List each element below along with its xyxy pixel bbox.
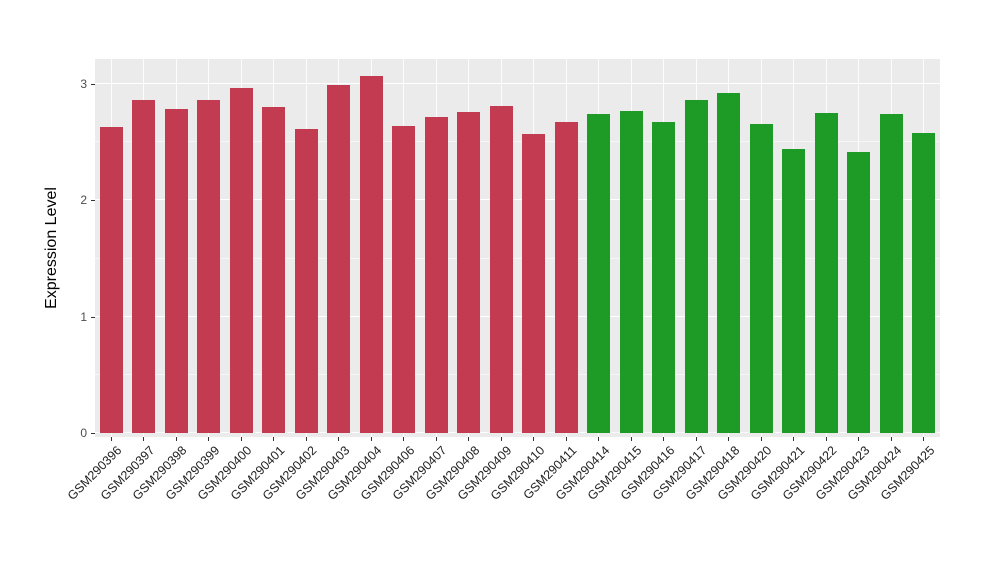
x-tick-mark (305, 437, 307, 441)
x-tick-mark (760, 437, 762, 441)
bar (847, 151, 871, 433)
bar (262, 107, 286, 433)
y-tick-label: 3 (80, 77, 87, 92)
bar (197, 100, 221, 433)
bar (392, 125, 416, 433)
y-tick-mark (91, 433, 95, 434)
x-tick-mark (598, 437, 600, 441)
x-tick-mark (890, 437, 892, 441)
x-tick-mark (208, 437, 210, 441)
gridline-major (95, 199, 940, 201)
bar (684, 100, 708, 433)
y-tick-mark (91, 316, 95, 318)
x-tick-mark (500, 437, 502, 441)
x-tick-mark (403, 437, 405, 441)
bar (294, 129, 318, 433)
x-tick-mark (533, 437, 535, 441)
gridline-major (95, 83, 940, 85)
bar (229, 87, 253, 433)
x-tick-mark (468, 437, 470, 441)
bar (554, 122, 578, 433)
bar (587, 114, 611, 433)
gridline-minor (95, 257, 940, 259)
bar (879, 114, 903, 433)
bar (912, 132, 936, 433)
bar (327, 85, 351, 433)
x-tick-mark (695, 437, 697, 441)
bar (359, 75, 383, 433)
x-tick-mark (793, 437, 795, 441)
y-tick-mark (91, 84, 95, 86)
x-tick-mark (273, 437, 275, 441)
bar (522, 134, 546, 433)
bar (619, 110, 643, 433)
bar (652, 122, 676, 433)
y-tick-label: 1 (80, 309, 87, 324)
x-tick-mark (858, 437, 860, 441)
x-tick-mark (370, 437, 372, 441)
bar (132, 100, 156, 433)
x-tick-mark (240, 437, 242, 441)
x-tick-mark (435, 437, 437, 441)
gridline-minor (95, 141, 940, 143)
bar (814, 113, 838, 433)
x-tick-mark (923, 437, 925, 441)
x-tick-mark (110, 437, 112, 441)
bar (782, 149, 806, 433)
plot-panel (95, 59, 940, 437)
x-tick-mark (825, 437, 827, 441)
bar (424, 116, 448, 433)
y-tick-label: 0 (80, 426, 87, 440)
gridline-minor (95, 373, 940, 375)
x-tick-mark (143, 437, 145, 441)
gridline-major (95, 432, 940, 433)
gridline-major (95, 315, 940, 317)
x-tick-mark (663, 437, 665, 441)
x-tick-mark (630, 437, 632, 441)
bar (164, 108, 188, 433)
bar (457, 112, 481, 433)
bar (749, 123, 773, 433)
x-tick-mark (728, 437, 730, 441)
y-tick-mark (91, 200, 95, 202)
bar (489, 106, 513, 433)
x-tick-mark (338, 437, 340, 441)
bar (99, 127, 123, 433)
bar (717, 93, 741, 433)
x-tick-mark (175, 437, 177, 441)
x-tick-mark (565, 437, 567, 441)
y-tick-label: 2 (80, 193, 87, 208)
